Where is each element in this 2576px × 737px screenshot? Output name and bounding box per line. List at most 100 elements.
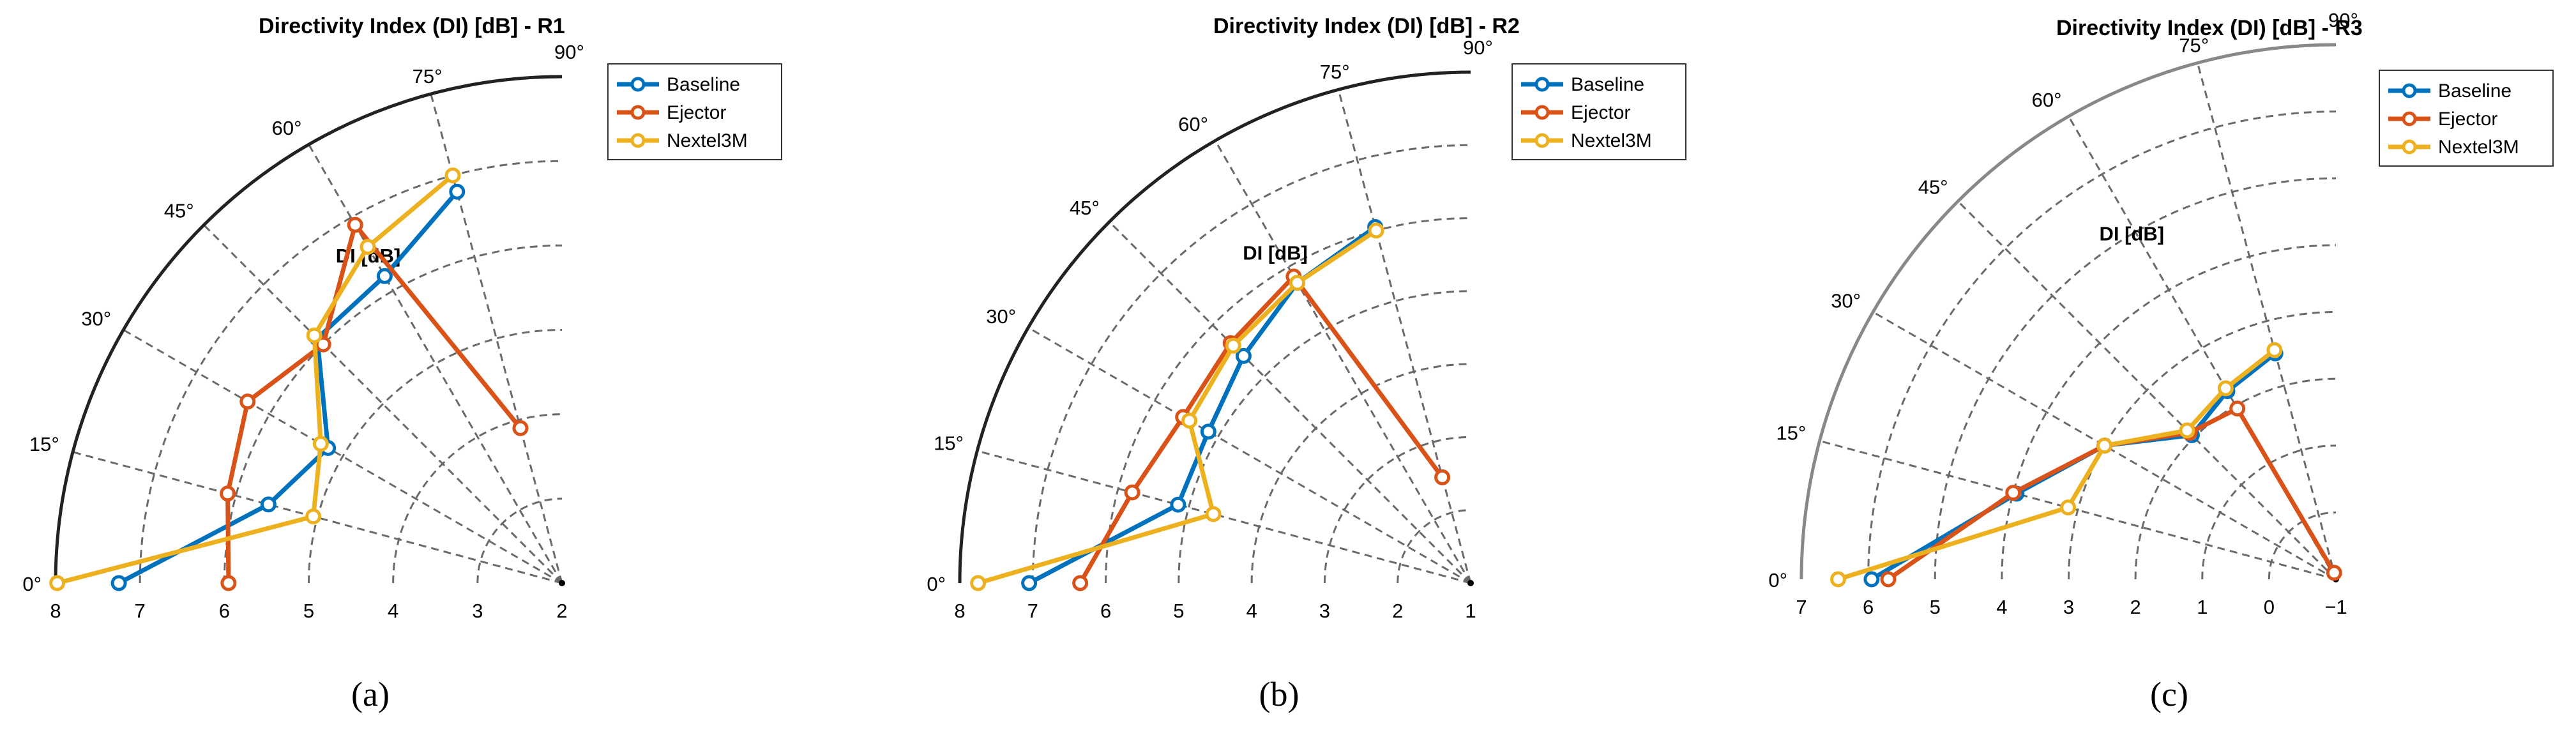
angle-tick-label: 60°: [2032, 89, 2062, 111]
chart-title: Directivity Index (DI) [dB] - R1: [259, 14, 565, 38]
radial-tick-label: 2: [2130, 596, 2141, 618]
legend-entry-label: Baseline: [2438, 80, 2512, 102]
radial-tick-label: 6: [219, 600, 230, 622]
radial-tick-label: 2: [1392, 600, 1403, 622]
radial-tick-label: 7: [135, 600, 146, 622]
radial-tick-label: 7: [1796, 596, 1807, 618]
legend-swatch-marker: [2402, 139, 2417, 155]
legend: Baseline Ejector Nextel3M: [2379, 70, 2554, 167]
panel-label: (b): [1259, 675, 1299, 713]
angle-tick-label: 75°: [2179, 34, 2209, 56]
grid-spoke: [1214, 140, 1472, 584]
data-point: [1225, 337, 1241, 354]
data-point: [110, 575, 127, 591]
polar-chart-1: Directivity Index (DI) [dB] - R1 0° 15° 30°…: [22, 14, 782, 713]
series-line: [56, 174, 455, 586]
angle-tick-label: 60°: [1178, 113, 1208, 135]
grid-arc: [1934, 177, 2337, 580]
radial-tick-label: 1: [2197, 596, 2208, 618]
data-point: [1072, 575, 1089, 591]
polar-chart-2: Directivity Index (DI) [dB] - R2 0° 15° 30°…: [927, 14, 1686, 713]
radial-tick-label: 8: [954, 600, 965, 622]
series-line: [1078, 274, 1444, 584]
legend-swatch-marker: [1534, 133, 1550, 148]
angle-tick-label: 30°: [81, 308, 111, 330]
grid-arc: [476, 498, 563, 584]
radial-tick-label: 0: [2264, 596, 2275, 618]
radial-tick-label: 8: [50, 600, 61, 622]
outer-arc: [54, 75, 563, 584]
grid-arc: [1397, 509, 1471, 584]
series-nextel3m: [970, 222, 1384, 591]
grid-arc: [308, 329, 563, 584]
radial-tick-label: 7: [1027, 600, 1038, 622]
radial-tick-label: 5: [303, 600, 314, 622]
data-point: [1368, 222, 1384, 239]
legend-entry-label: Baseline: [1571, 74, 1644, 95]
angle-tick-label: 45°: [1070, 197, 1100, 219]
data-point: [2060, 499, 2077, 516]
origin-dot: [1467, 580, 1474, 586]
data-point: [1205, 506, 1222, 522]
series-baseline: [110, 183, 466, 591]
radial-tick-label: 6: [1100, 600, 1111, 622]
grid-arc: [1031, 144, 1471, 584]
grid-spoke: [430, 93, 563, 584]
series-line: [1027, 225, 1377, 586]
radial-tick-label: 4: [1996, 596, 2007, 618]
series-nextel3m: [1830, 342, 2283, 588]
data-point: [2179, 422, 2195, 439]
data-point: [449, 183, 466, 200]
angle-tick-label: 0°: [927, 573, 946, 595]
data-point: [2229, 400, 2246, 417]
legend-entry-label: Ejector: [2438, 109, 2497, 130]
data-point: [376, 268, 393, 284]
panel-label: (c): [2150, 675, 2188, 713]
angle-tick-label: 90°: [554, 41, 584, 63]
legend-swatch-marker: [1534, 105, 1550, 120]
angle-tick-label: 90°: [2328, 9, 2358, 31]
radial-tick-label: 2: [556, 600, 567, 622]
data-point: [1181, 413, 1198, 429]
radial-tick-label: 5: [1930, 596, 1941, 618]
series-line: [225, 222, 522, 584]
grid-spoke: [1109, 221, 1472, 584]
data-point: [305, 508, 322, 525]
data-point: [2217, 380, 2234, 397]
data-point: [970, 575, 987, 591]
data-point: [360, 239, 376, 255]
data-point: [1434, 469, 1451, 485]
data-point: [1235, 347, 1252, 364]
legend-entry-label: Nextel3M: [2438, 137, 2519, 158]
legend-swatch-marker: [2402, 83, 2417, 98]
data-point: [260, 496, 277, 513]
legend: Baseline Ejector Nextel3M: [1512, 63, 1686, 160]
data-point: [2096, 437, 2113, 454]
angle-tick-label: 15°: [1776, 422, 1806, 444]
outer-arc: [958, 70, 1471, 584]
series-line: [1870, 351, 2277, 582]
angle-tick-label: 30°: [986, 305, 1016, 328]
angle-tick-label: 75°: [1320, 61, 1350, 83]
data-point: [1863, 571, 1880, 588]
grid-spoke: [203, 224, 563, 584]
data-point: [306, 327, 322, 344]
legend-swatch-marker: [630, 77, 646, 92]
legend-entry-label: Ejector: [1571, 102, 1630, 123]
legend: Baseline Ejector Nextel3M: [607, 63, 782, 160]
angle-tick-label: 90°: [1463, 36, 1493, 59]
grid-arc: [1323, 436, 1471, 584]
angle-tick-label: 15°: [934, 432, 964, 454]
grid-arc: [1178, 290, 1471, 584]
chart-title: Directivity Index (DI) [dB] - R2: [1213, 14, 1520, 38]
grid-spoke: [1027, 326, 1471, 584]
series-baseline: [1021, 219, 1384, 591]
series-nextel3m: [49, 167, 461, 591]
data-point: [1200, 423, 1216, 440]
radial-tick-label: 3: [2063, 596, 2074, 618]
data-point: [1830, 571, 1846, 588]
data-point: [347, 217, 363, 233]
chart-title: Directivity Index (DI) [dB] - R3: [2056, 16, 2363, 40]
data-point: [49, 575, 66, 591]
